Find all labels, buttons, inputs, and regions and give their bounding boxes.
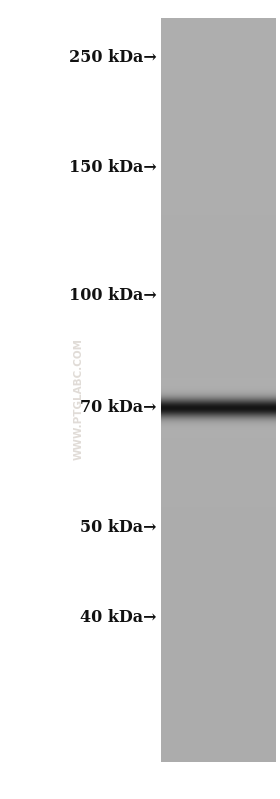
Text: 50 kDa→: 50 kDa→: [81, 519, 157, 535]
Text: 150 kDa→: 150 kDa→: [69, 160, 157, 177]
Text: WWW.PTGLABC.COM: WWW.PTGLABC.COM: [73, 339, 83, 460]
Text: 250 kDa→: 250 kDa→: [69, 49, 157, 66]
Text: 100 kDa→: 100 kDa→: [69, 287, 157, 304]
Text: 40 kDa→: 40 kDa→: [81, 610, 157, 626]
Text: 70 kDa→: 70 kDa→: [81, 400, 157, 416]
